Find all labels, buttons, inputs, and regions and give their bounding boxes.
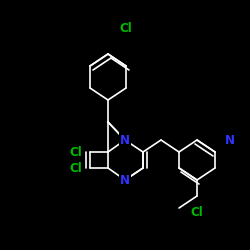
Text: Cl: Cl	[120, 22, 132, 36]
Text: N: N	[225, 134, 235, 146]
Text: Cl: Cl	[70, 162, 82, 174]
Text: N: N	[120, 134, 130, 146]
Text: N: N	[120, 174, 130, 186]
Text: Cl: Cl	[70, 146, 82, 158]
Text: Cl: Cl	[191, 206, 203, 218]
